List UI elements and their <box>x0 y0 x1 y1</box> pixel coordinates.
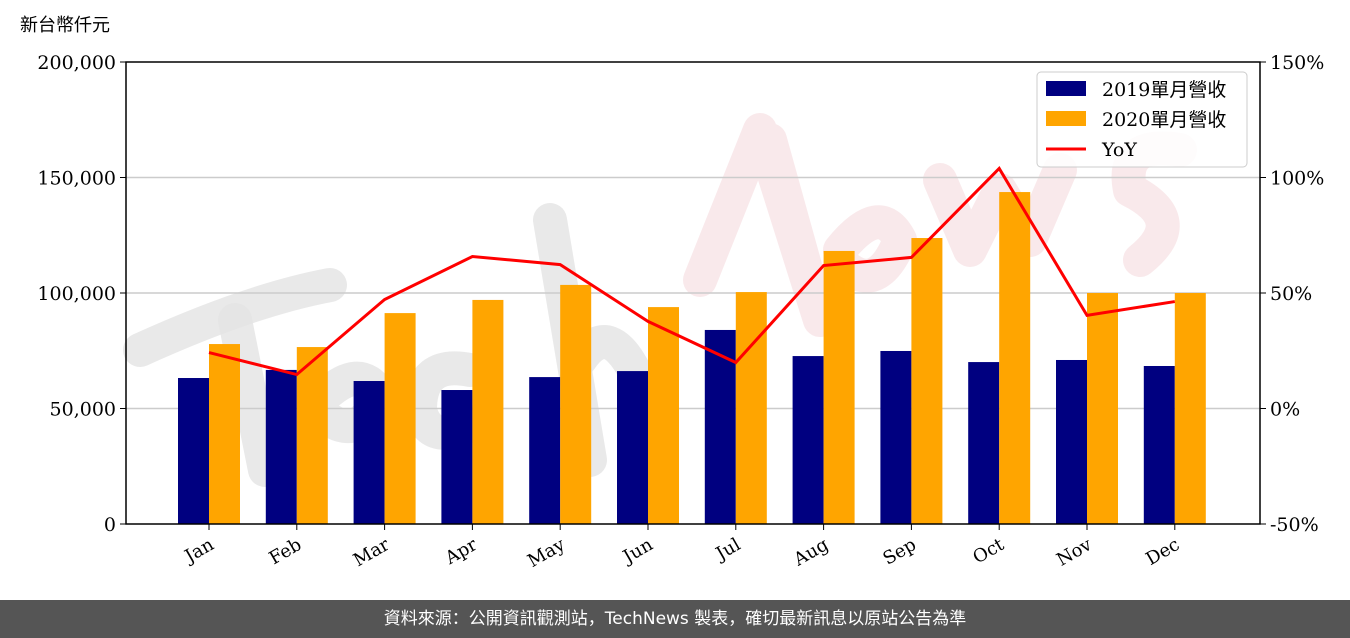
watermark-stroke <box>683 113 837 337</box>
bar-2020單月營收 <box>823 250 855 524</box>
bar-2019單月營收 <box>880 350 912 524</box>
bar-2019單月營收 <box>178 378 209 524</box>
bar-2019單月營收 <box>1143 365 1175 524</box>
x-tick-label: Feb <box>266 534 306 569</box>
bar-2020單月營收 <box>1174 293 1206 524</box>
legend-swatch <box>1046 81 1086 96</box>
x-tick-label: Apr <box>441 534 481 569</box>
y-axis-unit-label: 新台幣仟元 <box>20 15 110 36</box>
legend-box <box>1036 71 1248 168</box>
bar-2020單月營收 <box>384 313 416 524</box>
legend-label: 2019單月營收 <box>1102 79 1226 101</box>
x-tick-label: Jan <box>180 534 218 568</box>
bar-2020單月營收 <box>209 344 240 524</box>
x-tick-label: May <box>524 534 569 572</box>
y-tick-label: 150,000 <box>37 168 116 190</box>
y2-tick-label: 50% <box>1270 283 1312 305</box>
bar-2020單月營收 <box>1087 293 1118 524</box>
y-tick-label: 0 <box>104 514 116 536</box>
bar-2020單月營收 <box>735 292 767 524</box>
y2-tick-label: -50% <box>1270 514 1319 536</box>
watermark-stroke <box>923 153 1077 267</box>
legend-label: YoY <box>1101 139 1137 161</box>
x-tick-label: Sep <box>880 534 920 569</box>
x-tick-label: Oct <box>969 534 1008 569</box>
bar-2019單月營收 <box>353 381 385 524</box>
x-tick-label: Dec <box>1142 534 1183 570</box>
bar-2019單月營收 <box>968 362 1000 524</box>
y-tick-label: 100,000 <box>37 283 116 305</box>
y2-tick-label: 0% <box>1270 399 1300 421</box>
bar-2020單月營收 <box>296 347 328 524</box>
bar-2020單月營收 <box>911 238 943 524</box>
bar-2019單月營收 <box>704 329 736 524</box>
y-tick-label: 50,000 <box>50 399 116 421</box>
bar-2019單月營收 <box>441 390 473 524</box>
bar-2019單月營收 <box>617 371 648 524</box>
legend-swatch <box>1046 111 1086 126</box>
bar-2020單月營收 <box>472 299 504 524</box>
y2-tick-label: 100% <box>1270 168 1324 190</box>
watermark-stroke <box>823 205 917 293</box>
bar-2020單月營收 <box>648 307 679 524</box>
x-tick-label: Nov <box>1053 534 1096 571</box>
footer-source-note: 資料來源：公開資訊觀測站，TechNews 製表，確切最新訊息以原站公告為準 <box>0 600 1350 638</box>
bar-2020單月營收 <box>560 284 592 524</box>
bar-2020單月營收 <box>999 192 1031 525</box>
bar-2019單月營收 <box>529 377 561 524</box>
bar-2019單月營收 <box>1056 359 1087 524</box>
x-tick-label: Jun <box>618 534 657 569</box>
bar-2019單月營收 <box>792 356 824 524</box>
revenue-chart: 0 50,000 100,000 150,000 200,000 -50% 0% 50% 100… <box>37 52 1324 572</box>
x-tick-label: Jul <box>711 534 745 566</box>
y-tick-label: 200,000 <box>37 52 116 74</box>
line-YoY <box>208 166 1176 377</box>
y2-tick-label: 150% <box>1270 52 1324 74</box>
plot-frame <box>125 61 1261 525</box>
x-tick-label: Aug <box>789 534 832 571</box>
bar-2019單月營收 <box>265 369 297 524</box>
x-tick-label: Mar <box>350 534 394 571</box>
legend-label: 2020單月營收 <box>1102 109 1226 131</box>
